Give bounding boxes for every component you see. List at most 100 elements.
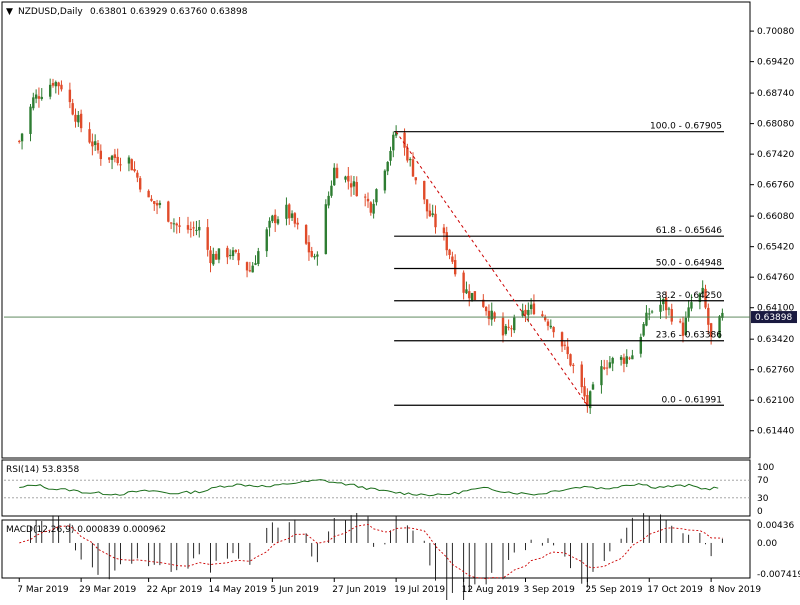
candle-body — [192, 227, 195, 229]
candle-body — [130, 159, 133, 171]
candle-body — [468, 291, 471, 299]
candle-body — [226, 247, 229, 258]
candle-body — [510, 328, 513, 330]
candle-body — [667, 308, 671, 310]
x-tick-label: 27 Jun 2019 — [332, 585, 386, 595]
candle-body — [153, 201, 156, 204]
x-tick-label: 8 Nov 2019 — [709, 585, 761, 595]
price-tick-label: 0.68080 — [757, 120, 794, 130]
candle-body — [133, 169, 136, 172]
candle-body — [687, 307, 690, 318]
candle-body — [293, 213, 297, 224]
candle-body — [625, 356, 628, 364]
candle-body — [650, 311, 654, 313]
candle-body — [718, 316, 721, 339]
candle-body — [127, 157, 131, 164]
candle-body — [57, 82, 60, 87]
candle-body — [316, 254, 319, 257]
candle-body — [296, 222, 299, 225]
candle-body — [307, 242, 311, 253]
candle-body — [487, 310, 491, 319]
x-tick-label: 3 Sep 2019 — [524, 585, 576, 595]
candle-body — [563, 344, 567, 346]
candle-body — [71, 103, 74, 115]
candle-body — [254, 263, 257, 265]
fib-level-label: 50.0 - 0.64948 — [656, 258, 722, 268]
candle-body — [543, 316, 547, 321]
candle-body — [707, 307, 710, 325]
candle-body — [448, 249, 451, 256]
candle-body — [245, 262, 249, 271]
candle-body — [54, 81, 58, 87]
candle-body — [110, 155, 114, 160]
candle-body — [619, 356, 623, 360]
candle-body — [178, 225, 181, 227]
macd-panel-frame — [1, 519, 751, 579]
candle-body — [631, 355, 634, 360]
price-tick-label: 0.66760 — [757, 181, 794, 191]
fib-level-label: 100.0 - 0.67905 — [650, 122, 722, 132]
candle-body — [74, 114, 77, 122]
header-arrow[interactable]: ▼ — [6, 7, 13, 17]
candle-body — [529, 304, 533, 310]
candle-body — [363, 196, 367, 198]
price-axis: 0.70080 0.69420 0.68740 0.68080 0.67420 0.667… — [750, 27, 794, 437]
candle-body — [214, 253, 218, 260]
price-tick-label: 0.67420 — [757, 150, 794, 160]
price-tick-label: 0.64100 — [757, 304, 794, 314]
candle-body — [406, 147, 409, 161]
candle-body — [217, 248, 221, 260]
candle-body — [490, 310, 493, 320]
price-tick-label: 0.70080 — [757, 27, 794, 37]
price-tick-label: 0.63420 — [757, 335, 794, 345]
candle-body — [32, 97, 35, 109]
candle-body — [290, 213, 294, 218]
candle-body — [566, 346, 569, 355]
candle-body — [465, 289, 468, 294]
candle-body — [482, 299, 485, 307]
macd-tick-label: -0.007419 — [757, 570, 800, 580]
candle-body — [77, 115, 80, 123]
candle-body — [698, 293, 702, 303]
x-axis: 7 Mar 2019 29 Mar 2019 22 Apr 2019 14 May 2… — [17, 578, 761, 595]
candle-body — [158, 202, 162, 205]
candle-body — [628, 357, 631, 359]
x-tick-label: 17 Oct 2019 — [647, 585, 703, 595]
candle-body — [521, 310, 524, 316]
candle-body — [96, 142, 100, 151]
price-tick-label: 0.62100 — [757, 396, 794, 406]
candle-body — [265, 229, 268, 252]
candle-body — [91, 141, 94, 147]
price-tick-label: 0.68740 — [757, 89, 794, 99]
candle-body — [248, 270, 252, 272]
candle-body — [40, 96, 43, 99]
candle-body — [234, 250, 238, 253]
fib-level-label: 38.2 - 0.64250 — [656, 291, 722, 301]
candle-body — [88, 129, 91, 143]
candle-body — [285, 204, 288, 219]
candle-body — [473, 291, 477, 300]
candle-body — [588, 391, 592, 409]
x-tick-label: 25 Sep 2019 — [585, 585, 642, 595]
candle-body — [198, 226, 201, 231]
candle-body — [113, 154, 117, 158]
candle-body — [701, 287, 704, 294]
candle-body — [470, 293, 474, 301]
candle-body — [93, 141, 97, 146]
candle-body — [684, 317, 688, 335]
candle-body — [108, 157, 111, 160]
fibonacci-levels: 100.0 - 0.67905 61.8 - 0.65646 50.0 - 0.64… — [394, 122, 724, 406]
candle-body — [79, 113, 83, 129]
candle-body — [546, 321, 550, 326]
candle-body — [375, 189, 378, 203]
price-tick-label: 0.62760 — [757, 366, 794, 376]
candle-body — [389, 150, 392, 161]
candle-body — [670, 309, 673, 322]
rsi-tick-label: 30 — [757, 494, 769, 504]
candle-body — [116, 156, 119, 164]
candle-body — [549, 325, 553, 328]
candle-body — [586, 395, 589, 407]
price-panel-frame — [1, 1, 751, 459]
